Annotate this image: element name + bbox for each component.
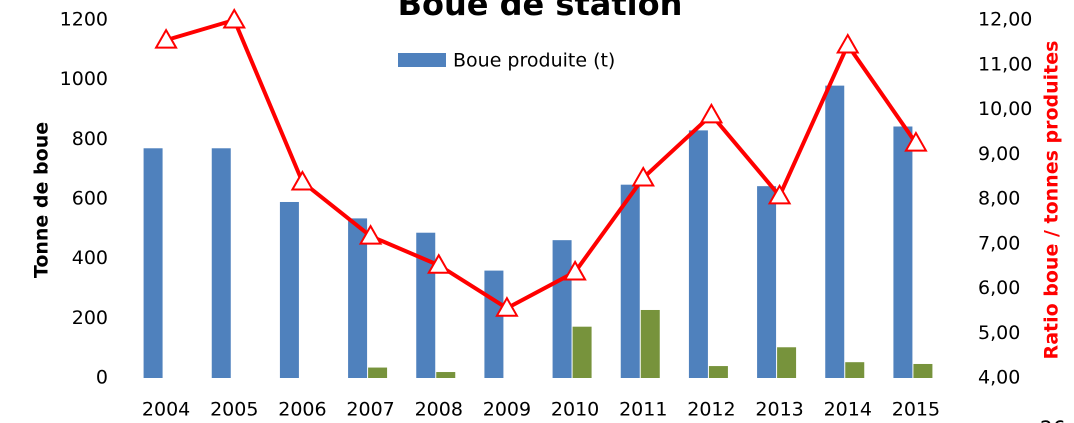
bar <box>620 184 640 378</box>
bar <box>572 326 592 378</box>
y2-tick-label: 5,00 <box>978 322 1020 344</box>
ratio-marker <box>767 183 792 205</box>
y-tick-label: 200 <box>72 307 108 329</box>
y-tick-label: 600 <box>72 188 108 210</box>
bar <box>777 347 797 378</box>
ratio-marker <box>699 102 724 124</box>
ratio-marker <box>290 169 315 191</box>
x-tick-label: 2004 <box>142 399 190 421</box>
page-number: 26 <box>1040 417 1065 423</box>
bar <box>348 218 368 378</box>
x-tick-label: 2013 <box>755 399 803 421</box>
x-tick-label: 2007 <box>346 399 394 421</box>
y-tick-label: 0 <box>96 367 108 389</box>
x-tick-label: 2012 <box>687 399 735 421</box>
x-tick-label: 2005 <box>210 399 258 421</box>
ratio-marker <box>495 296 519 317</box>
y2-tick-label: 6,00 <box>978 277 1020 299</box>
x-tick-label: 2011 <box>619 399 667 421</box>
y-tick-label: 1000 <box>60 68 108 90</box>
y2-tick-label: 4,00 <box>978 367 1020 389</box>
bar <box>913 363 933 378</box>
y2-tick-label: 12,00 <box>978 9 1032 31</box>
legend-label: Boue produite (t) <box>453 50 615 72</box>
bar <box>552 240 572 378</box>
bar <box>640 309 660 378</box>
y2-axis-label: Ratio boue / tonnes produites <box>1041 41 1063 360</box>
bar <box>825 85 845 378</box>
bar <box>211 148 231 378</box>
x-tick-label: 2010 <box>551 399 599 421</box>
y2-tick-label: 7,00 <box>978 232 1020 254</box>
ratio-marker <box>358 224 383 245</box>
bar <box>368 367 388 378</box>
ratio-marker <box>836 33 860 54</box>
ratio-marker <box>631 165 655 187</box>
ratio-line <box>165 18 918 311</box>
ratio-marker <box>563 259 587 281</box>
x-tick-label: 2015 <box>892 399 940 421</box>
ratio-marker <box>427 253 451 274</box>
x-tick-label: 2014 <box>824 399 872 421</box>
bar <box>708 366 728 378</box>
y-tick-label: 800 <box>72 128 108 150</box>
y2-tick-label: 8,00 <box>978 188 1020 210</box>
y2-tick-label: 9,00 <box>978 143 1020 165</box>
x-tick-label: 2008 <box>415 399 463 421</box>
bar <box>143 148 163 378</box>
ratio-marker <box>904 131 928 152</box>
x-tick-label: 2006 <box>278 399 326 421</box>
y-tick-label: 400 <box>72 247 108 269</box>
ratio-marker <box>222 7 246 29</box>
bar <box>416 232 436 378</box>
ratio-marker <box>154 28 178 49</box>
legend-swatch <box>398 53 446 67</box>
bar <box>893 126 913 378</box>
bar <box>484 270 504 378</box>
bar <box>757 186 777 378</box>
bar <box>845 362 865 378</box>
bar <box>279 201 299 378</box>
bar <box>436 372 456 378</box>
x-tick-label: 2009 <box>483 399 531 421</box>
chart-title: Boue de station <box>398 0 683 23</box>
y-axis-label: Tonne de boue <box>31 122 53 278</box>
y2-tick-label: 10,00 <box>978 98 1032 120</box>
y-tick-label: 1200 <box>60 9 108 31</box>
y2-tick-label: 11,00 <box>978 53 1032 75</box>
bar <box>688 130 708 378</box>
